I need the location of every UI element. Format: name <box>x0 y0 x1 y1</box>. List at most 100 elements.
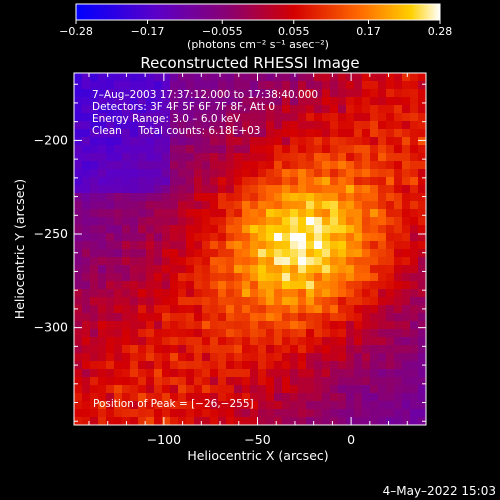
heatmap-cell <box>298 417 307 425</box>
heatmap-cell <box>202 305 211 314</box>
heatmap-cell <box>218 401 227 410</box>
heatmap-cell <box>330 313 339 322</box>
heatmap-cell <box>202 113 211 122</box>
heatmap-cell <box>402 241 411 250</box>
heatmap-cell <box>98 249 107 258</box>
heatmap-cell <box>138 281 147 290</box>
heatmap-cell <box>138 145 147 154</box>
heatmap-cell <box>138 97 147 106</box>
heatmap-cell <box>362 273 371 282</box>
heatmap-cell <box>250 177 259 186</box>
heatmap-cell <box>370 97 379 106</box>
heatmap-cell <box>322 193 331 202</box>
heatmap-cell <box>106 321 115 330</box>
heatmap-cell <box>290 305 299 314</box>
heatmap-cell <box>226 313 235 322</box>
heatmap-cell <box>242 401 251 410</box>
heatmap-cell <box>170 233 179 242</box>
heatmap-cell <box>138 225 147 234</box>
heatmap-cell <box>202 289 211 298</box>
heatmap-cell <box>210 361 219 370</box>
heatmap-cell <box>258 361 267 370</box>
heatmap-cell <box>146 361 155 370</box>
heatmap-cell <box>138 121 147 130</box>
heatmap-cell <box>90 289 99 298</box>
heatmap-cell <box>402 345 411 354</box>
heatmap-cell <box>234 345 243 354</box>
heatmap-cell <box>370 273 379 282</box>
heatmap-cell <box>282 289 291 298</box>
heatmap-cell <box>242 193 251 202</box>
heatmap-cell <box>162 217 171 226</box>
heatmap-cell <box>282 169 291 178</box>
heatmap-cell <box>170 185 179 194</box>
heatmap-cell <box>154 105 163 114</box>
heatmap-cell <box>154 401 163 410</box>
heatmap-cell <box>130 129 139 138</box>
heatmap-cell <box>242 289 251 298</box>
heatmap-cell <box>138 313 147 322</box>
heatmap-cell <box>386 225 395 234</box>
heatmap-cell <box>330 193 339 202</box>
heatmap-cell <box>290 81 299 90</box>
heatmap-cell <box>90 305 99 314</box>
heatmap-cell <box>378 369 387 378</box>
heatmap-cell <box>322 121 331 130</box>
heatmap-cell <box>98 409 107 418</box>
heatmap-cell <box>386 89 395 98</box>
heatmap-cell <box>98 73 107 82</box>
heatmap-cell <box>402 201 411 210</box>
heatmap-cell <box>138 129 147 138</box>
heatmap-cell <box>82 217 91 226</box>
heatmap-cell <box>418 97 426 106</box>
heatmap-cell <box>154 305 163 314</box>
heatmap-cell <box>122 353 131 362</box>
heatmap-cell <box>162 353 171 362</box>
heatmap-cell <box>378 377 387 386</box>
heatmap-cell <box>178 73 187 82</box>
heatmap-cell <box>378 241 387 250</box>
heatmap-cell <box>282 241 291 250</box>
heatmap-cell <box>258 233 267 242</box>
heatmap-cell <box>114 353 123 362</box>
heatmap-cell <box>418 369 426 378</box>
heatmap-cell <box>386 201 395 210</box>
heatmap-cell <box>394 153 403 162</box>
heatmap-cell <box>306 297 315 306</box>
heatmap-cell <box>90 73 99 82</box>
heatmap-cell <box>314 89 323 98</box>
heatmap-cell <box>370 329 379 338</box>
heatmap-cell <box>282 193 291 202</box>
heatmap-cell <box>170 193 179 202</box>
heatmap-cell <box>306 305 315 314</box>
heatmap-cell <box>114 361 123 370</box>
heatmap-cell <box>202 137 211 146</box>
heatmap-cell <box>162 193 171 202</box>
heatmap-cell <box>386 153 395 162</box>
heatmap-cell <box>402 249 411 258</box>
heatmap-cell <box>394 353 403 362</box>
heatmap-cell <box>346 233 355 242</box>
heatmap-cell <box>186 137 195 146</box>
heatmap-cell <box>322 73 331 82</box>
heatmap-cell <box>394 417 403 425</box>
heatmap-cell <box>266 241 275 250</box>
heatmap-cell <box>154 345 163 354</box>
heatmap-cell <box>370 361 379 370</box>
heatmap-cell <box>74 105 83 114</box>
heatmap-cell <box>82 137 91 146</box>
heatmap-cell <box>186 377 195 386</box>
heatmap-cell <box>282 337 291 346</box>
heatmap-cell <box>418 289 426 298</box>
heatmap-cell <box>418 281 426 290</box>
heatmap-cell <box>306 401 315 410</box>
heatmap-cell <box>226 225 235 234</box>
heatmap-cell <box>250 209 259 218</box>
heatmap-cell <box>242 169 251 178</box>
heatmap-cell <box>146 289 155 298</box>
heatmap-cell <box>162 225 171 234</box>
heatmap-cell <box>402 129 411 138</box>
heatmap-cell <box>346 161 355 170</box>
heatmap-cell <box>346 289 355 298</box>
heatmap-cell <box>218 305 227 314</box>
